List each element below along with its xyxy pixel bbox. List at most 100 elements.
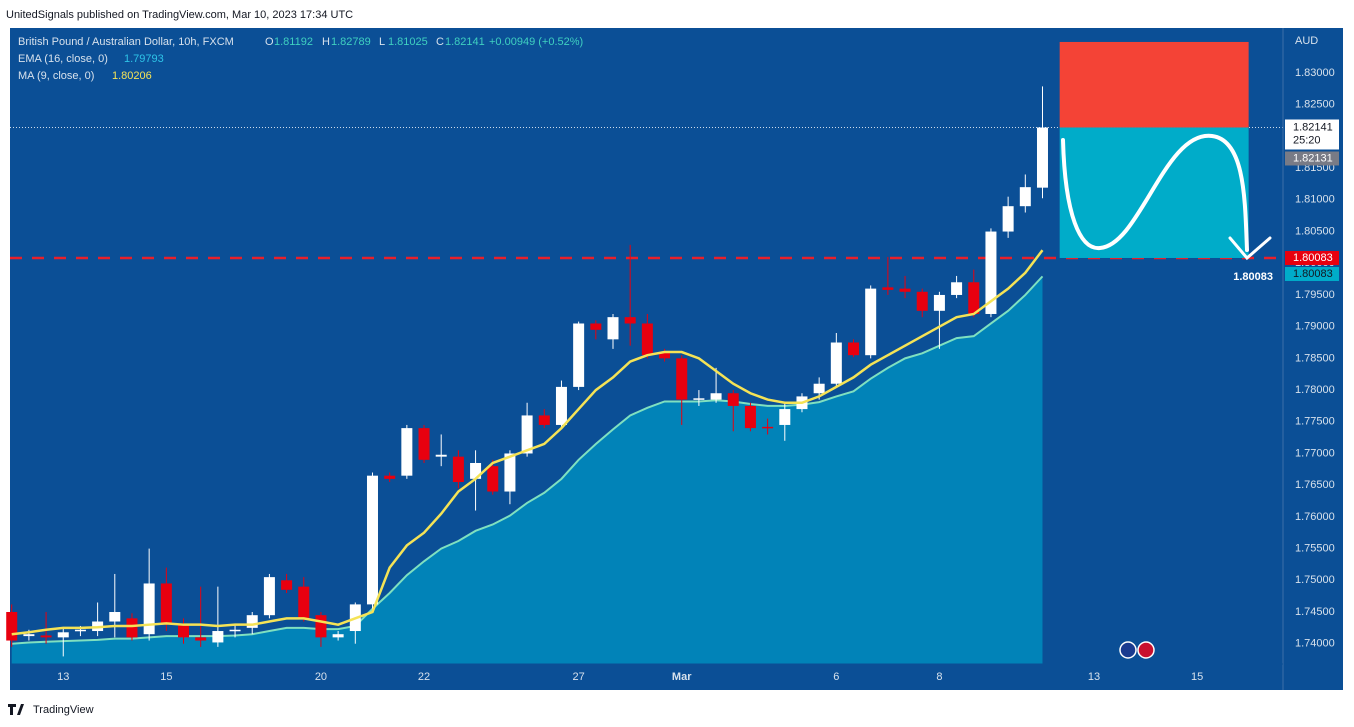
candle-body (951, 282, 963, 295)
forecast-curve (1061, 133, 1249, 252)
candle-body (246, 615, 258, 628)
plot-area (6, 41, 1283, 664)
y-tick-label: 1.78500 (1295, 352, 1335, 364)
candle-body (263, 577, 275, 616)
candle-body (762, 426, 774, 429)
legend-ohlc-letter: C (436, 36, 444, 48)
candle-body (590, 323, 602, 330)
legend-ema-value: 1.79793 (124, 53, 164, 65)
legend-ohlc-value: 1.81192 (274, 36, 313, 48)
target-tag-red: 1.80083 (1293, 252, 1333, 264)
footer-brand: TradingView (33, 704, 94, 716)
y-tick-label: 1.79500 (1295, 289, 1335, 301)
ema-area (11, 276, 1043, 664)
countdown: 25:20 (1293, 134, 1321, 146)
target-tag-red-bg (1285, 250, 1339, 265)
target-tag-teal: 1.80083 (1293, 268, 1333, 280)
candle-body (744, 405, 756, 429)
y-tick-label: 1.74500 (1295, 606, 1335, 618)
candle-body (384, 475, 396, 479)
candle-body (212, 631, 224, 643)
y-tick-label: 1.83000 (1295, 67, 1335, 79)
legend-ohlc-value: 1.81025 (388, 36, 428, 48)
candle-body (1019, 187, 1031, 207)
candle-body (538, 415, 550, 425)
forecast-arrow (1228, 236, 1272, 261)
legend-ohlc-value: 1.82789 (331, 36, 371, 48)
candle-body (126, 618, 138, 638)
y-tick-label: 1.78000 (1295, 384, 1335, 396)
candle-body (916, 291, 928, 311)
candle-body (555, 386, 567, 425)
candle-body (1002, 206, 1014, 232)
candle-body (487, 466, 499, 492)
candle-body (1036, 127, 1048, 188)
candle-body (641, 323, 653, 356)
x-tick-label: 13 (1088, 671, 1100, 683)
candle-body (504, 453, 516, 492)
candle-body (23, 634, 35, 637)
legend-ma: MA (9, close, 0) (18, 70, 94, 82)
y-tick-label: 1.75000 (1295, 574, 1335, 586)
candle-body (470, 462, 482, 479)
legend-ema: EMA (16, close, 0) (18, 53, 108, 65)
y-tick-label: 1.80500 (1295, 225, 1335, 237)
candle-body (366, 475, 378, 605)
target-big-label: 1.80083 (1233, 271, 1273, 283)
legend-ohlc-value: 1.82141 (445, 36, 485, 48)
flag-gbp (1137, 641, 1155, 659)
legend-ohlc-letter: O (265, 36, 274, 48)
y-tick-label: 1.77000 (1295, 447, 1335, 459)
legend-ohlc-letter: L (379, 36, 385, 48)
candle-body (899, 288, 911, 292)
x-tick-label: 27 (573, 671, 585, 683)
candle-body (968, 282, 980, 314)
candle-body (848, 342, 860, 356)
x-tick-label: 22 (418, 671, 430, 683)
y-tick-label: 1.75500 (1295, 543, 1335, 555)
candle-body (6, 612, 18, 641)
flag-aud (1119, 641, 1137, 659)
candle-body (676, 358, 688, 400)
x-tick-label: 8 (936, 671, 942, 683)
candle-body (332, 634, 344, 638)
candle-body (143, 583, 155, 635)
candle-body (865, 288, 877, 356)
legend-change: +0.00949 (+0.52%) (489, 36, 583, 48)
x-tick-label: 13 (57, 671, 69, 683)
candle-body (418, 428, 430, 460)
candle-body (882, 287, 894, 290)
candle-body (229, 629, 241, 632)
candle-body (281, 580, 293, 590)
y-tick-label: 1.81000 (1295, 194, 1335, 206)
candle-body (607, 317, 619, 340)
candle-body (659, 352, 671, 359)
candle-body (315, 615, 327, 638)
y-tick-label: 1.79000 (1295, 321, 1335, 333)
candle-body (401, 428, 413, 476)
candle-body (710, 393, 722, 400)
candle-body (624, 317, 636, 324)
candle-body (693, 398, 705, 400)
legend-title: British Pound / Australian Dollar, 10h, … (18, 36, 234, 48)
last-price-tag-bg (1285, 119, 1339, 150)
candle-body (298, 586, 310, 619)
x-tick-label: Mar (672, 671, 692, 683)
target-zone (1059, 127, 1249, 258)
candle-body (521, 415, 533, 454)
legend-ohlc: O 1.81192 H 1.82789 L 1.81025 C 1.82141 +0.00949… (265, 36, 583, 48)
y-tick-label: 1.76000 (1295, 511, 1335, 523)
candle-body (40, 635, 52, 638)
candle-body (57, 632, 69, 638)
tv-logo (8, 704, 24, 715)
x-tick-label: 6 (833, 671, 839, 683)
candle-body (779, 409, 791, 425)
candle-body (933, 294, 945, 311)
candle-body (178, 624, 190, 638)
ma-line (11, 249, 1044, 636)
candle-body (813, 383, 825, 394)
target-tag-teal-bg (1285, 266, 1339, 281)
x-tick-label: 15 (1191, 671, 1203, 683)
candle-body (160, 583, 172, 625)
